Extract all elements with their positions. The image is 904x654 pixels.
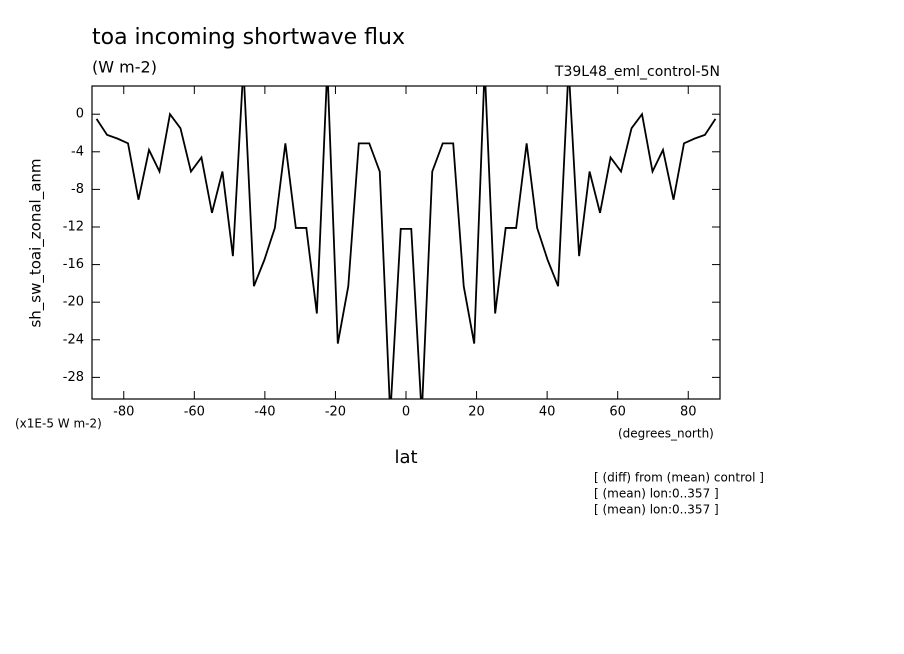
x-tick-label: -60 xyxy=(184,405,205,420)
run-label: T39L48_eml_control-5N xyxy=(554,64,720,80)
y-scale-note: (x1E-5 W m-2) xyxy=(15,417,102,431)
y-tick-label: -4 xyxy=(71,144,84,159)
y-tick-label: 0 xyxy=(76,107,84,122)
x-units: (degrees_north) xyxy=(618,427,714,441)
y-tick-label: -20 xyxy=(63,295,84,310)
chart-subtitle: (W m-2) xyxy=(92,58,157,77)
x-tick-label: 0 xyxy=(402,405,410,420)
x-tick-label: 80 xyxy=(680,405,697,420)
x-tick-label: -40 xyxy=(254,405,275,420)
x-tick-label: -80 xyxy=(113,405,134,420)
x-tick-label: 60 xyxy=(609,405,626,420)
y-tick-label: -16 xyxy=(63,257,84,272)
x-tick-label: -20 xyxy=(325,405,346,420)
y-tick-label: -8 xyxy=(71,182,84,197)
y-tick-label: -12 xyxy=(63,219,84,234)
x-tick-label: 20 xyxy=(468,405,485,420)
x-tick-label: 40 xyxy=(539,405,556,420)
note: [ (mean) lon:0..357 ] xyxy=(594,487,719,501)
y-tick-label: -28 xyxy=(63,370,84,385)
note: [ (diff) from (mean) control ] xyxy=(594,471,764,485)
y-tick-label: -24 xyxy=(63,332,84,347)
note: [ (mean) lon:0..357 ] xyxy=(594,503,719,517)
x-axis-label: lat xyxy=(394,447,417,468)
chart-title: toa incoming shortwave flux xyxy=(92,25,405,50)
line-series xyxy=(95,86,717,399)
y-axis-label: sh_sw_toai_zonal_anm xyxy=(27,158,46,327)
